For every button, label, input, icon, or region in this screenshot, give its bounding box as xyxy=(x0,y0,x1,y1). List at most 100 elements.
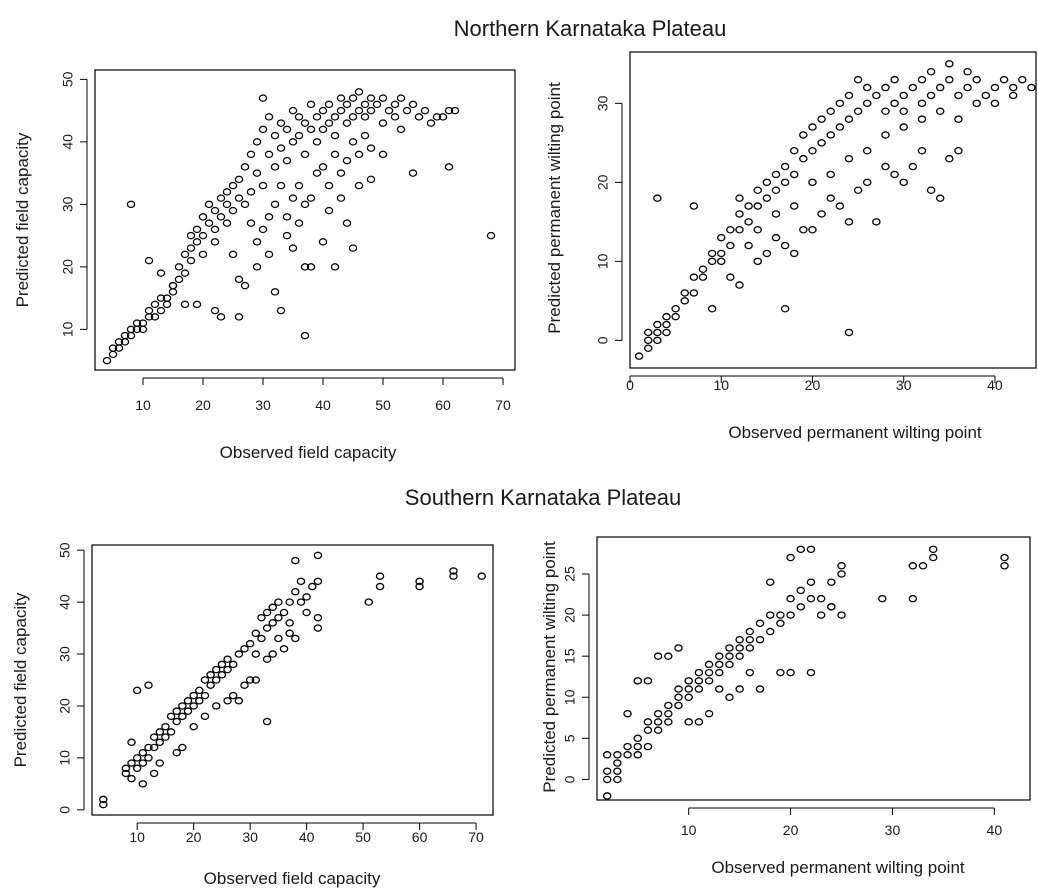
data-point xyxy=(735,210,744,218)
data-point xyxy=(223,665,232,674)
data-point xyxy=(762,194,772,202)
data-point xyxy=(161,733,170,741)
data-point xyxy=(282,156,292,165)
data-point xyxy=(354,150,364,159)
data-point xyxy=(180,269,190,277)
data-point xyxy=(252,138,262,146)
data-point xyxy=(198,213,208,221)
data-point xyxy=(753,225,762,234)
data-point xyxy=(674,685,683,693)
y-tick-label: 50 xyxy=(57,542,73,558)
data-point xyxy=(155,759,165,767)
data-point xyxy=(324,206,334,215)
data-point xyxy=(844,328,854,337)
data-point xyxy=(726,241,735,250)
data-point xyxy=(178,712,187,721)
data-point xyxy=(917,115,927,123)
data-point xyxy=(300,200,310,209)
data-point xyxy=(684,677,693,685)
data-point xyxy=(121,764,131,773)
data-point xyxy=(694,718,704,726)
data-point xyxy=(189,702,198,710)
data-point xyxy=(881,131,890,139)
data-point xyxy=(375,582,385,591)
data-point xyxy=(262,717,272,726)
data-point xyxy=(222,200,232,209)
data-point xyxy=(364,598,373,606)
data-point xyxy=(246,188,256,196)
data-point xyxy=(156,306,166,315)
x-tick-label: 20 xyxy=(186,829,202,845)
data-point xyxy=(282,125,292,134)
data-point xyxy=(330,263,340,271)
data-point xyxy=(228,181,238,190)
y-tick-label: 10 xyxy=(60,321,76,337)
data-point xyxy=(899,107,908,116)
data-point xyxy=(817,115,826,123)
data-point xyxy=(251,650,261,658)
data-point xyxy=(342,219,352,227)
x-tick-label: 50 xyxy=(355,829,371,845)
data-point xyxy=(704,709,714,718)
data-point xyxy=(192,238,202,246)
data-point xyxy=(444,163,454,171)
data-point xyxy=(240,645,249,653)
data-point xyxy=(268,603,277,612)
x-tick-label: 30 xyxy=(896,377,912,393)
y-tick-label: 30 xyxy=(60,196,76,212)
data-point xyxy=(789,249,799,258)
data-point xyxy=(613,767,622,775)
data-point xyxy=(162,300,172,309)
data-point xyxy=(360,113,370,121)
x-tick-label: 40 xyxy=(315,397,331,413)
data-point xyxy=(166,728,176,736)
x-axis-label: Observed permanent wilting point xyxy=(728,423,982,442)
data-point xyxy=(694,685,704,693)
data-point xyxy=(291,634,300,643)
data-point xyxy=(126,325,136,334)
data-point xyxy=(981,91,991,100)
data-point xyxy=(251,676,261,684)
data-point xyxy=(1000,553,1009,562)
data-point xyxy=(715,668,724,677)
data-point xyxy=(918,562,928,570)
data-point xyxy=(285,619,294,627)
data-point xyxy=(240,200,250,209)
data-point xyxy=(245,676,255,684)
data-point xyxy=(348,138,358,146)
data-point xyxy=(149,743,159,752)
section-title-southern: Southern Karnataka Plateau xyxy=(405,485,681,510)
data-point xyxy=(291,556,300,565)
data-point xyxy=(432,113,442,121)
data-point xyxy=(862,178,872,187)
data-point xyxy=(150,313,160,321)
data-point xyxy=(313,624,323,632)
data-point xyxy=(1018,75,1027,84)
data-point xyxy=(189,691,198,700)
data-point xyxy=(935,83,945,92)
data-point xyxy=(330,150,340,159)
data-point xyxy=(270,288,280,296)
data-point xyxy=(138,780,148,788)
data-point xyxy=(212,676,221,684)
data-point xyxy=(132,319,142,327)
data-point xyxy=(780,178,790,187)
data-point xyxy=(872,91,881,100)
data-point xyxy=(378,94,388,102)
y-tick-label: 10 xyxy=(595,253,611,269)
x-tick-label: 40 xyxy=(987,377,1003,393)
data-point xyxy=(324,181,334,190)
data-point xyxy=(268,650,277,658)
y-tick-label: 40 xyxy=(60,134,76,150)
data-point xyxy=(755,635,765,644)
data-point xyxy=(228,250,238,259)
data-point xyxy=(633,751,643,759)
data-point xyxy=(366,106,376,115)
data-point xyxy=(806,594,816,603)
data-point xyxy=(762,249,772,258)
data-point xyxy=(786,594,795,603)
data-point xyxy=(707,249,717,258)
data-point xyxy=(288,244,298,252)
data-point xyxy=(653,320,662,329)
data-point xyxy=(294,219,304,227)
